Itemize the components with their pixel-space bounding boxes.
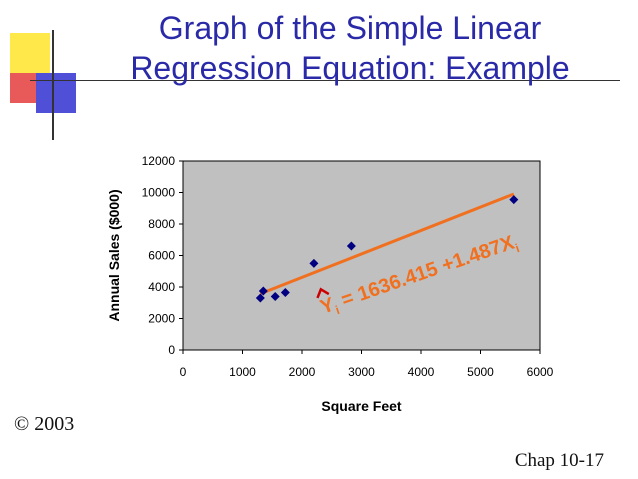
data-point [309, 258, 319, 268]
data-points [255, 195, 519, 303]
data-point [270, 291, 280, 301]
x-tick-label: 3000 [348, 365, 375, 379]
data-point [255, 293, 265, 303]
y-tick-label: 2000 [148, 312, 175, 326]
y-axis-label: Annual Sales ($000) [106, 189, 122, 321]
data-point [258, 286, 268, 296]
decor-blue-square [36, 73, 76, 113]
decor-yellow-square [10, 33, 50, 73]
decor-vertical-line [52, 30, 54, 140]
copyright-text: © 2003 [14, 413, 75, 435]
y-axis-ticks: 0 2000 4000 6000 8000 10000 12000 [142, 154, 183, 357]
y-tick-label: 6000 [148, 249, 175, 263]
equation-y-subscript: i [334, 303, 342, 317]
slide-title: Graph of the Simple Linear Regression Eq… [80, 8, 620, 88]
x-tick-label: 1000 [229, 365, 256, 379]
x-tick-label: 6000 [527, 365, 554, 379]
x-tick-label: 5000 [467, 365, 494, 379]
slide-title-line-1: Graph of the Simple Linear [158, 10, 542, 46]
chapter-page-number: Chap 10-17 [514, 450, 604, 471]
decor-horizontal-line [30, 80, 620, 81]
regression-line [259, 192, 515, 296]
data-point [346, 241, 356, 251]
x-tick-label: 0 [180, 365, 187, 379]
x-axis-ticks: 0 1000 2000 3000 4000 5000 6000 [180, 350, 554, 379]
y-hat-caret [316, 287, 330, 299]
data-point [509, 195, 519, 205]
y-tick-label: 8000 [148, 217, 175, 231]
x-axis-label: Square Feet [321, 398, 401, 414]
slide-title-line-2: Regression Equation: Example [130, 50, 570, 86]
y-tick-label: 10000 [142, 186, 176, 200]
y-tick-label: 12000 [142, 154, 176, 168]
decor-red-square [10, 73, 36, 103]
equation-x-subscript: i [513, 241, 521, 255]
data-point [280, 288, 290, 298]
y-tick-label: 0 [168, 343, 175, 357]
x-tick-label: 4000 [408, 365, 435, 379]
y-tick-label: 4000 [148, 280, 175, 294]
x-tick-label: 2000 [289, 365, 316, 379]
